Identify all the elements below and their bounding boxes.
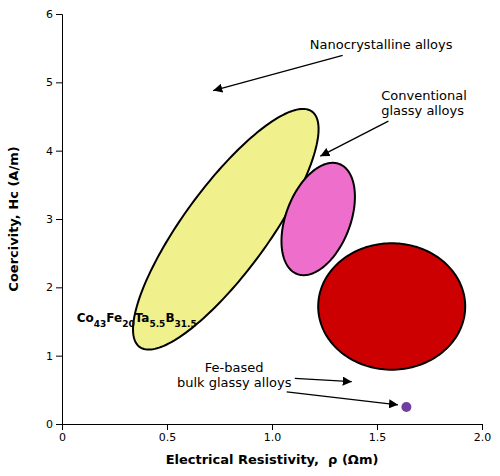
x-axis-tick-mark [167,424,168,430]
y-axis-tick: 5 [46,76,62,89]
annotation-line: Nanocrystalline alloys [310,37,453,52]
x-axis-tick-label: 1.5 [369,431,387,444]
y-axis-tick: 4 [46,145,62,158]
x-axis-tick-label: 0 [59,431,66,444]
y-axis-tick: 2 [46,281,62,294]
x-axis-tick-mark [377,424,378,430]
annotation-line: Fe-based [205,360,264,375]
region-ellipse [318,243,465,369]
x-axis-title: Electrical Resistivity, ρ (Ωm) [166,452,379,467]
chart: 0 0.5 1.0 1.5 2.0 0 1 2 3 4 5 6 Electrical Resistivi… [0,0,500,476]
y-axis-tick-label: 5 [46,76,53,89]
annotation-label: Nanocrystalline alloys [310,37,453,52]
formula-subscript: 43 [94,319,107,329]
formula-subscript: 20 [122,319,135,329]
x-axis-tick-mark [272,424,273,430]
y-axis-tick-mark [56,219,62,220]
x-axis-tick-label: 2.0 [474,431,492,444]
formula-element: Ta [135,311,150,325]
formula-subscript: 5.5 [149,319,165,329]
formula-subscript: 31.5 [175,319,197,329]
annotation-label: Fe-basedbulk glassy alloys [177,360,292,391]
y-axis-tick-mark [56,287,62,288]
x-axis-tick: 0.5 [159,424,177,444]
y-axis-title: Coercivity, Hᴄ (A/m) [6,146,21,291]
y-axis-tick-label: 1 [46,350,53,363]
x-axis-tick: 0 [59,424,66,444]
y-axis-tick: 3 [46,213,62,226]
y-axis-tick-label: 4 [46,145,53,158]
annotation-arrow [287,392,398,405]
x-axis: 0 0.5 1.0 1.5 2.0 [59,424,491,444]
y-axis-tick-mark [56,14,62,15]
annotation-line: Conventional [381,88,467,103]
annotation-line: bulk glassy alloys [177,375,292,390]
x-axis-tick: 2.0 [474,424,492,444]
y-axis-tick-label: 2 [46,281,53,294]
y-axis-tick-label: 6 [46,8,53,21]
formula-label: Co43Fe20Ta5.5B31.5 [77,311,197,329]
y-axis-tick: 6 [46,8,62,21]
y-axis-tick-label: 3 [46,213,53,226]
x-axis-tick-label: 0.5 [159,431,177,444]
annotation-label: Conventionalglassy alloys [381,88,467,119]
y-axis-line [56,15,63,425]
formula-element: Co [77,311,94,325]
x-axis-tick-mark [482,424,483,430]
annotation-line: glassy alloys [381,103,464,118]
x-axis-line [63,425,483,431]
formula-element: B [165,311,174,325]
y-axis: 0 1 2 3 4 5 6 [46,8,63,431]
annotation-arrow [320,121,388,156]
formula-element: Fe [106,311,122,325]
x-axis-tick: 1.5 [369,424,387,444]
y-axis-tick-mark [56,82,62,83]
y-axis-tick-mark [56,424,62,425]
annotations: Nanocrystalline alloys Conventionalglassy… [77,37,467,405]
x-axis-tick: 1.0 [264,424,282,444]
y-axis-tick-label: 0 [46,418,53,431]
annotation-arrow [213,55,342,90]
x-axis-tick-label: 1.0 [264,431,282,444]
y-axis-tick-mark [56,356,62,357]
annotation-arrow [295,378,352,381]
point [401,402,411,412]
y-axis-tick-mark [56,151,62,152]
y-axis-tick: 0 [46,418,62,431]
plot-area [133,109,465,412]
y-axis-tick: 1 [46,350,62,363]
